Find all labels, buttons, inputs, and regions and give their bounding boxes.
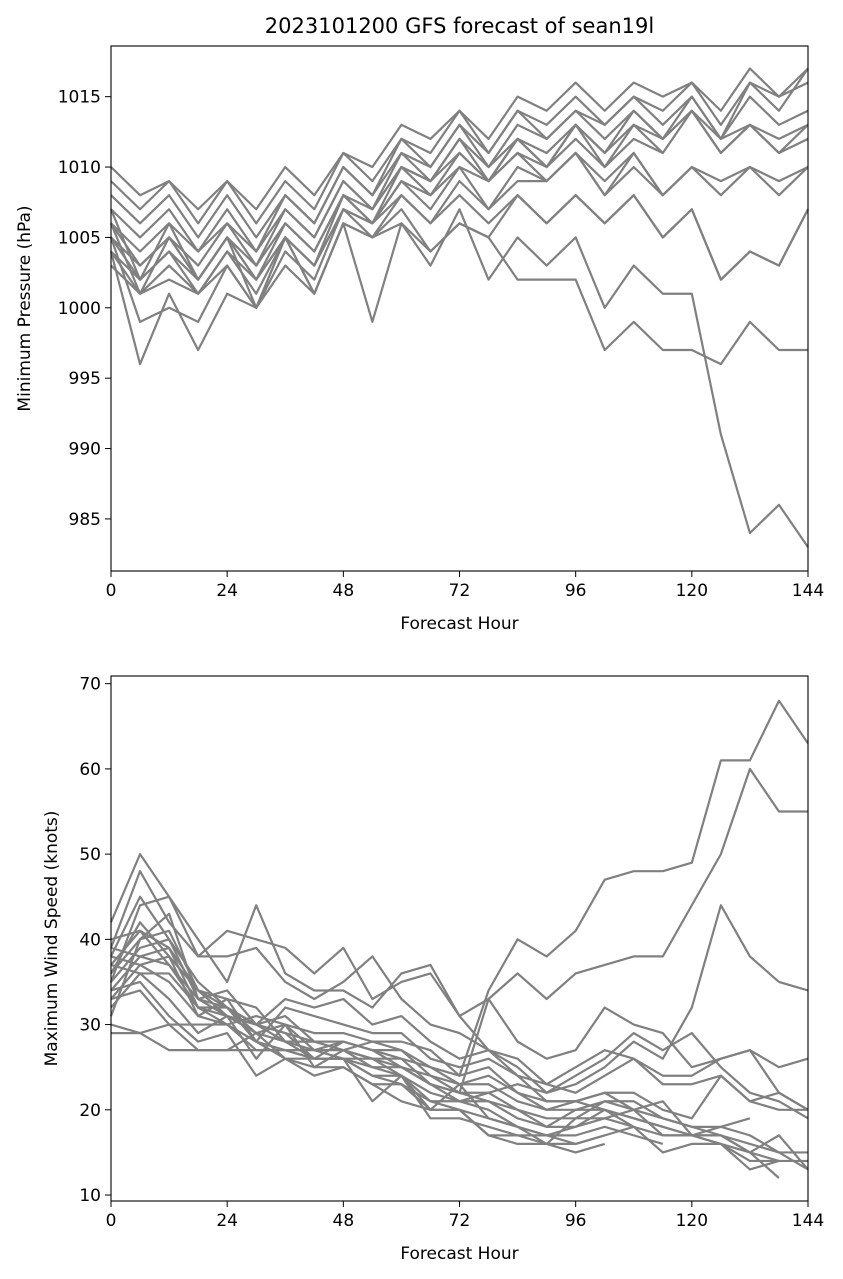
pressure-series-line-15 — [109, 194, 809, 366]
pressure-series-line-13 — [109, 222, 808, 366]
wind-y-tick-label: 50 — [79, 845, 101, 865]
pressure-y-tick-label: 1000 — [58, 299, 101, 319]
pressure-x-tick-label: 0 — [106, 581, 117, 601]
pressure-y-tick-label: 990 — [69, 440, 101, 460]
wind-y-tick-label: 40 — [79, 930, 101, 950]
wind-x-tick-label: 24 — [216, 1211, 238, 1231]
pressure-y-tick-label: 1010 — [58, 158, 101, 178]
pressure-y-axis-title: Minimum Pressure (hPa) — [15, 205, 35, 411]
wind-panel: 0 24 48 72 96 120 144 10 20 30 40 50 60 70 Forecast … — [42, 675, 824, 1264]
wind-x-tick-label: 0 — [106, 1211, 117, 1231]
pressure-y-tick-label: 995 — [69, 369, 101, 389]
wind-y-axis: 10 20 30 40 50 60 70 — [79, 675, 111, 1206]
pressure-series-line-11 — [110, 151, 664, 309]
wind-x-axis-title: Forecast Hour — [400, 1244, 518, 1264]
wind-series-group — [109, 699, 809, 1179]
wind-y-tick-label: 70 — [79, 675, 101, 695]
pressure-x-tick-label: 120 — [676, 581, 708, 601]
wind-y-tick-label: 30 — [79, 1016, 101, 1036]
pressure-series-line-14 — [109, 208, 809, 548]
wind-x-tick-label: 144 — [792, 1211, 824, 1231]
pressure-x-axis: 0 24 48 72 96 120 144 — [106, 571, 824, 601]
pressure-series-group — [109, 67, 809, 548]
wind-series-line-14 — [110, 946, 779, 1163]
pressure-series-line-2 — [110, 81, 809, 225]
wind-y-tick-label: 10 — [79, 1186, 101, 1206]
pressure-x-tick-label: 48 — [333, 581, 355, 601]
pressure-y-axis: 985 990 995 1000 1005 1010 1015 — [58, 88, 111, 530]
wind-x-tick-label: 72 — [449, 1211, 471, 1231]
pressure-y-tick-label: 1005 — [58, 228, 101, 248]
wind-plot-frame — [110, 675, 809, 1202]
wind-x-axis: 0 24 48 72 96 120 144 — [106, 1201, 824, 1231]
pressure-series-line-4 — [110, 95, 809, 253]
wind-series-line-17 — [110, 980, 635, 1146]
pressure-series-line-10 — [110, 151, 809, 295]
wind-series-line-19 — [111, 1023, 606, 1154]
wind-series-line-2 — [110, 767, 808, 1094]
pressure-panel: 0 24 48 72 96 120 144 985 990 995 1000 1005 1010 101… — [15, 45, 824, 634]
wind-x-tick-label: 96 — [565, 1211, 587, 1231]
wind-series-line-4 — [109, 895, 809, 1069]
pressure-x-tick-label: 24 — [216, 581, 238, 601]
wind-series-line-13 — [110, 955, 780, 1179]
pressure-x-tick-label: 144 — [792, 581, 824, 601]
wind-x-tick-label: 120 — [676, 1211, 708, 1231]
figure-title: 2023101200 GFS forecast of sean19l — [265, 14, 654, 38]
pressure-series-line-6 — [110, 109, 809, 267]
wind-series-line-7 — [109, 912, 809, 1111]
pressure-y-tick-label: 985 — [69, 510, 101, 530]
wind-series-line-6 — [109, 870, 809, 1120]
pressure-x-tick-label: 96 — [565, 581, 587, 601]
wind-series-line-3 — [110, 904, 809, 1103]
pressure-x-axis-title: Forecast Hour — [400, 614, 518, 634]
wind-series-line-18 — [110, 1023, 606, 1146]
wind-y-axis-title: Maximum Wind Speed (knots) — [42, 811, 62, 1067]
pressure-x-tick-label: 72 — [449, 581, 471, 601]
wind-series-line-1 — [110, 699, 809, 1077]
wind-series-line-5 — [109, 853, 809, 1111]
wind-x-tick-label: 48 — [333, 1211, 355, 1231]
wind-y-tick-label: 60 — [79, 760, 101, 780]
wind-y-tick-label: 20 — [79, 1101, 101, 1121]
wind-series-line-20 — [110, 972, 751, 1146]
pressure-y-tick-label: 1015 — [58, 88, 101, 108]
